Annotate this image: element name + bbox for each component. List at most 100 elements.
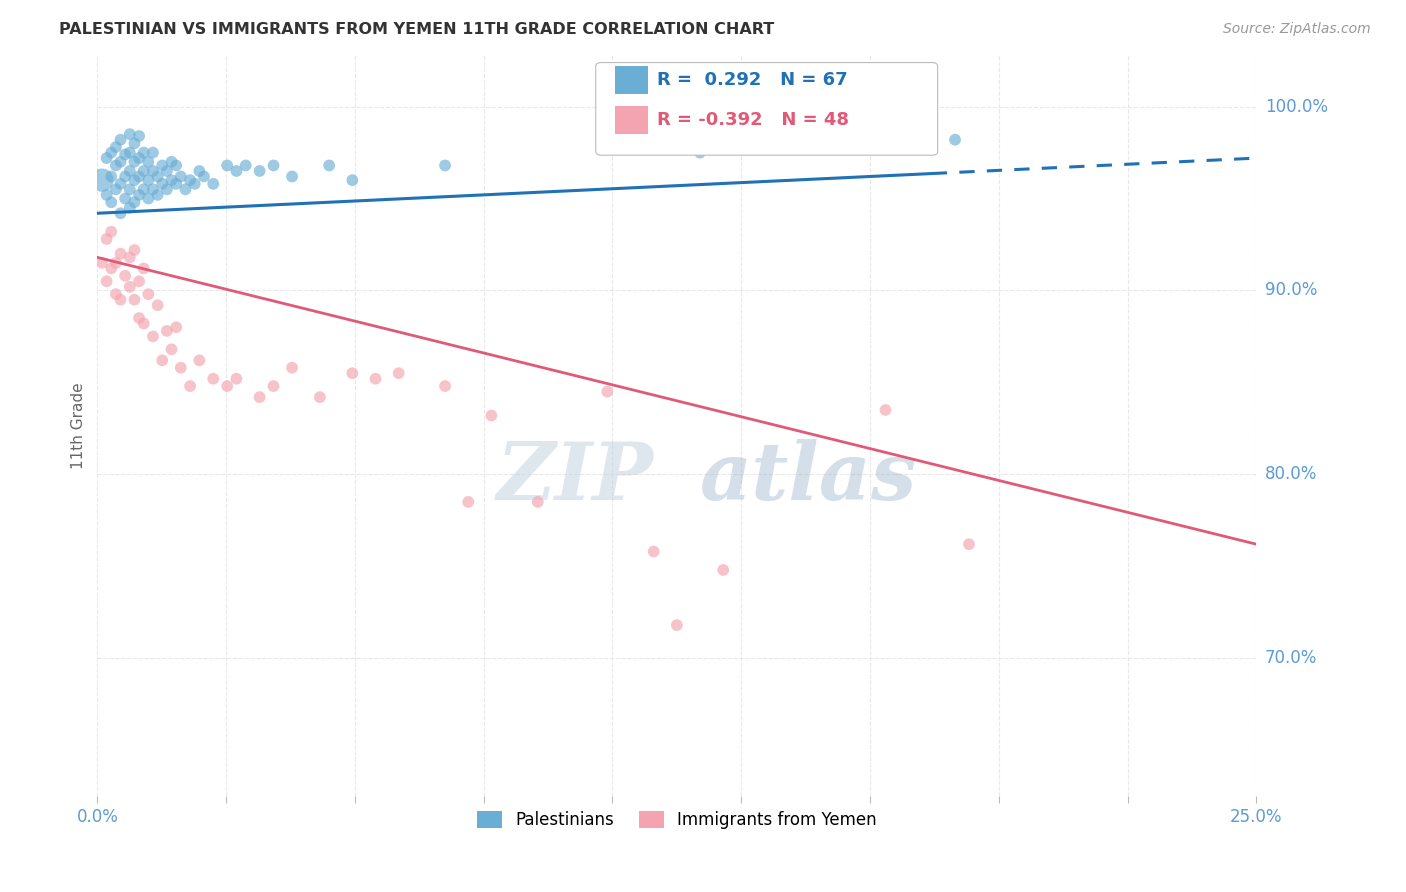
Point xyxy=(689,145,711,160)
Point xyxy=(100,145,122,160)
Point xyxy=(170,169,193,184)
Point xyxy=(146,169,169,184)
Point xyxy=(165,320,187,334)
Point xyxy=(128,311,150,326)
Text: 70.0%: 70.0% xyxy=(1265,649,1317,667)
Point xyxy=(160,173,183,187)
Point xyxy=(96,187,118,202)
Point xyxy=(114,169,136,184)
Text: R =  0.292   N = 67: R = 0.292 N = 67 xyxy=(657,71,848,89)
Point xyxy=(156,324,179,338)
Point xyxy=(118,280,141,294)
Point xyxy=(165,158,187,172)
Point xyxy=(156,182,179,196)
Point xyxy=(142,145,165,160)
Point xyxy=(179,379,201,393)
Point xyxy=(124,136,146,151)
Point xyxy=(388,366,411,380)
Point xyxy=(118,251,141,265)
Point xyxy=(132,317,155,331)
Point xyxy=(235,158,257,172)
Point xyxy=(179,173,201,187)
Point xyxy=(100,169,122,184)
Text: 90.0%: 90.0% xyxy=(1265,282,1317,300)
Point xyxy=(104,140,127,154)
Point xyxy=(188,353,211,368)
Point xyxy=(110,133,132,147)
Text: atlas: atlas xyxy=(700,439,918,516)
Point xyxy=(96,274,118,288)
Point xyxy=(174,182,197,196)
Point xyxy=(225,164,247,178)
Point xyxy=(128,169,150,184)
Point xyxy=(643,544,665,558)
Legend: Palestinians, Immigrants from Yemen: Palestinians, Immigrants from Yemen xyxy=(470,805,883,836)
Point xyxy=(309,390,332,404)
Point xyxy=(110,293,132,307)
Point xyxy=(128,187,150,202)
Bar xyxy=(616,106,648,135)
Point xyxy=(96,151,118,165)
Point xyxy=(100,225,122,239)
Point xyxy=(318,158,340,172)
Point xyxy=(91,256,114,270)
Point xyxy=(104,182,127,196)
Text: 100.0%: 100.0% xyxy=(1265,97,1327,116)
Point xyxy=(150,177,173,191)
Text: PALESTINIAN VS IMMIGRANTS FROM YEMEN 11TH GRADE CORRELATION CHART: PALESTINIAN VS IMMIGRANTS FROM YEMEN 11T… xyxy=(59,22,775,37)
Point xyxy=(110,206,132,220)
Point xyxy=(118,182,141,196)
Point xyxy=(124,195,146,210)
FancyBboxPatch shape xyxy=(596,62,938,155)
Point xyxy=(132,261,155,276)
Point xyxy=(526,495,548,509)
Point xyxy=(138,192,160,206)
Point xyxy=(138,287,160,301)
Point xyxy=(188,164,211,178)
Point xyxy=(183,177,205,191)
Point xyxy=(104,256,127,270)
Point xyxy=(124,293,146,307)
Text: Source: ZipAtlas.com: Source: ZipAtlas.com xyxy=(1223,22,1371,37)
Point xyxy=(165,177,187,191)
Point xyxy=(91,173,114,187)
Point xyxy=(249,390,271,404)
Point xyxy=(957,537,980,551)
Point xyxy=(156,164,179,178)
Point xyxy=(104,158,127,172)
Text: 80.0%: 80.0% xyxy=(1265,466,1317,483)
Point xyxy=(217,379,239,393)
Point xyxy=(100,261,122,276)
Point xyxy=(434,379,457,393)
Point xyxy=(596,384,619,399)
Point xyxy=(96,232,118,246)
Point xyxy=(128,151,150,165)
Point xyxy=(124,173,146,187)
Point xyxy=(249,164,271,178)
Point xyxy=(114,147,136,161)
Point xyxy=(281,169,304,184)
Point xyxy=(110,154,132,169)
Point xyxy=(132,164,155,178)
Point xyxy=(202,372,225,386)
Point xyxy=(160,154,183,169)
Point xyxy=(132,145,155,160)
Point xyxy=(124,243,146,257)
Point xyxy=(104,287,127,301)
Point xyxy=(202,177,225,191)
Point xyxy=(128,129,150,144)
Point xyxy=(114,192,136,206)
Point xyxy=(118,201,141,215)
Point xyxy=(263,379,285,393)
Point xyxy=(481,409,503,423)
Text: ZIP: ZIP xyxy=(496,439,654,516)
Point xyxy=(828,140,851,154)
Point xyxy=(943,133,966,147)
Point xyxy=(142,329,165,343)
Point xyxy=(146,187,169,202)
Point xyxy=(118,145,141,160)
Point xyxy=(263,158,285,172)
Point xyxy=(281,360,304,375)
Point xyxy=(142,164,165,178)
Point xyxy=(110,177,132,191)
